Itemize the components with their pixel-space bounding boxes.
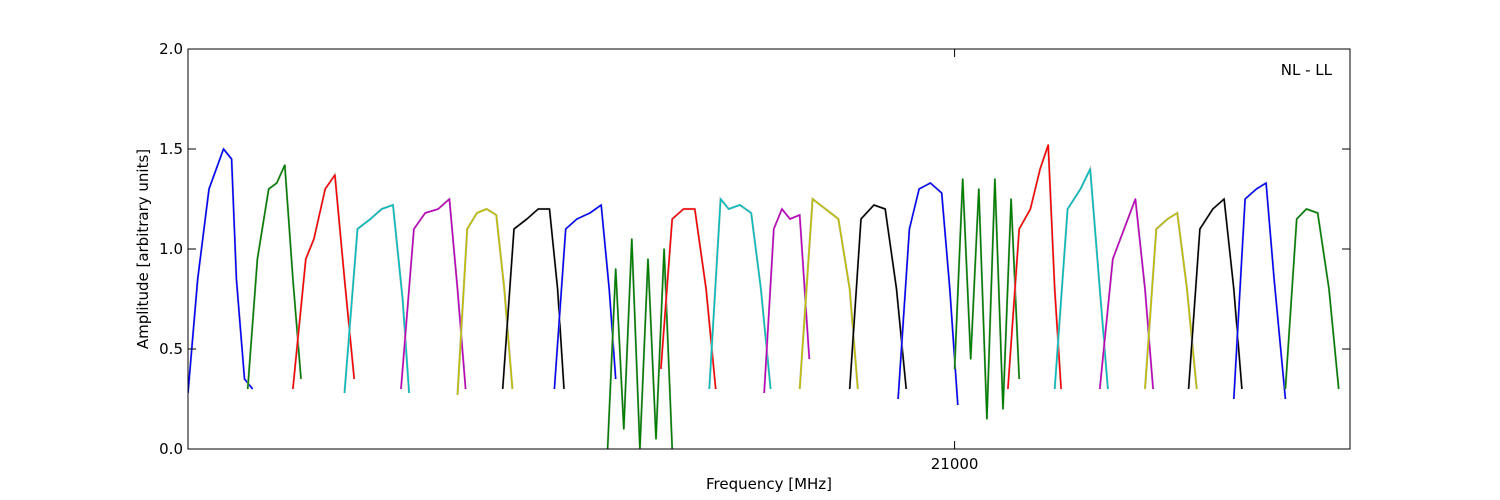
series-13-line bbox=[798, 198, 859, 390]
series-14-line bbox=[848, 204, 907, 390]
series-layer bbox=[188, 144, 1340, 449]
series-23-line bbox=[1284, 208, 1340, 390]
series-12-line bbox=[763, 208, 811, 394]
y-tick-label-1.0: 1.0 bbox=[159, 240, 183, 258]
series-2-line bbox=[246, 164, 302, 390]
series-5-line bbox=[400, 198, 467, 390]
series-21-line bbox=[1187, 198, 1243, 390]
series-9-line bbox=[606, 238, 673, 449]
series-3-line bbox=[292, 174, 355, 390]
series-11-line bbox=[708, 198, 772, 390]
series-22-line bbox=[1233, 182, 1287, 400]
series-10-line bbox=[660, 208, 717, 390]
series-17-line bbox=[1007, 144, 1062, 390]
series-1-line bbox=[188, 148, 254, 394]
series-19-line bbox=[1099, 198, 1154, 390]
y-tick-label-0.5: 0.5 bbox=[159, 340, 183, 358]
series-7-line bbox=[501, 208, 565, 390]
y-tick-label-1.5: 1.5 bbox=[159, 140, 183, 158]
series-18-line bbox=[1053, 168, 1109, 390]
series-8-line bbox=[553, 204, 617, 390]
panel-annotation: NL - LL bbox=[1281, 61, 1333, 79]
x-tick-label-21000: 21000 bbox=[931, 455, 979, 473]
ticks-layer: 2100021500220000.00.51.01.52.0 bbox=[159, 40, 1350, 473]
y-axis-label: Amplitude [arbitrary units] bbox=[134, 149, 152, 349]
series-16-line bbox=[953, 178, 1020, 420]
series-6-line bbox=[456, 208, 514, 396]
series-4-line bbox=[343, 204, 410, 394]
y-tick-label-0.0: 0.0 bbox=[159, 440, 183, 458]
series-15-line bbox=[897, 182, 959, 406]
x-axis-label: Frequency [MHz] bbox=[706, 475, 832, 493]
series-20-line bbox=[1144, 212, 1198, 390]
y-tick-label-2.0: 2.0 bbox=[159, 40, 183, 58]
